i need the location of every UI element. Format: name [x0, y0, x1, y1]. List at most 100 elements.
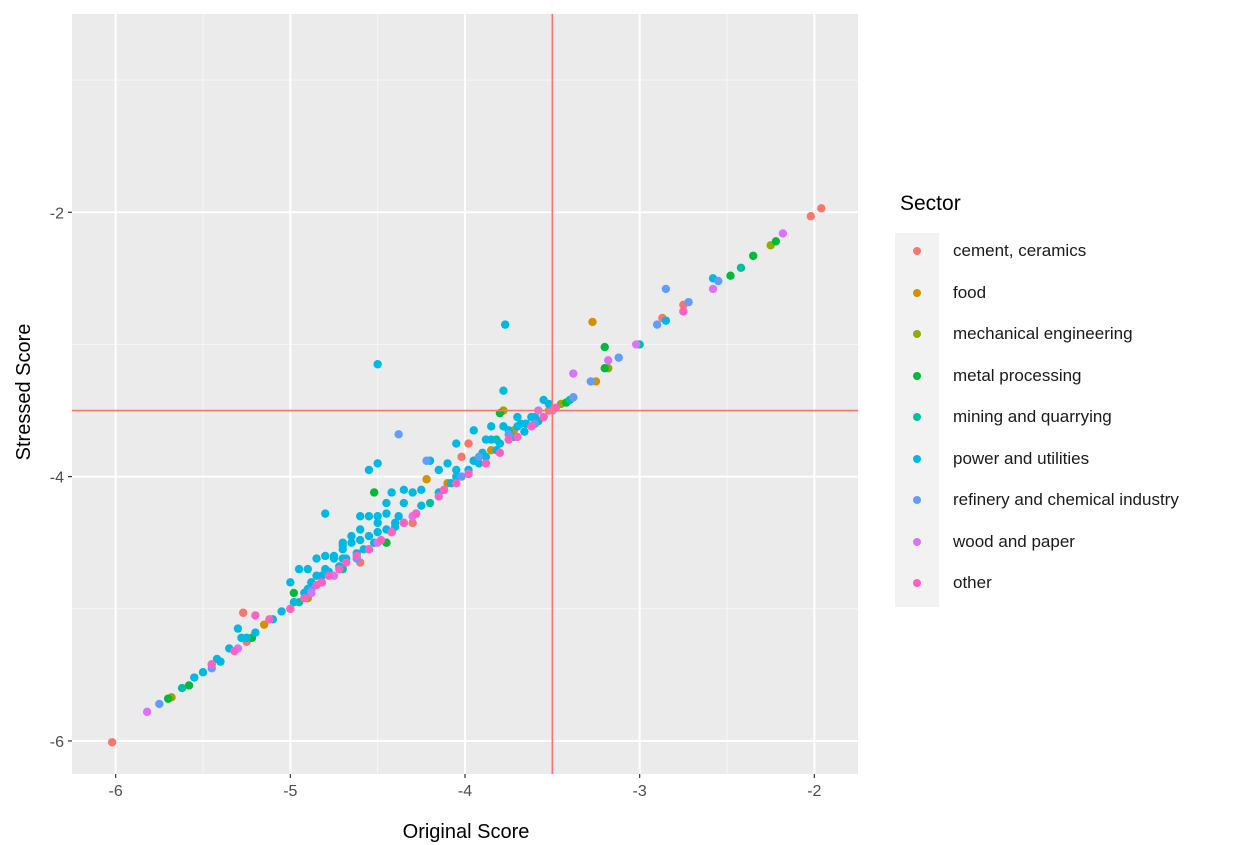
data-point	[684, 297, 693, 307]
data-point	[600, 342, 609, 352]
data-point	[251, 628, 260, 637]
data-point	[342, 558, 351, 567]
legend-swatch	[913, 247, 921, 255]
data-point	[434, 465, 443, 475]
data-point	[321, 551, 330, 561]
data-point	[238, 608, 248, 617]
legend-label: mechanical engineering	[953, 324, 1133, 343]
data-point	[495, 439, 505, 448]
data-point	[474, 459, 484, 468]
data-point	[300, 594, 309, 603]
data-point	[373, 459, 382, 468]
data-point	[265, 615, 274, 624]
data-point	[198, 668, 208, 677]
data-point	[481, 452, 491, 461]
y-tick-label: -4	[50, 470, 64, 487]
data-point	[527, 422, 536, 431]
x-tick-label: -2	[807, 783, 821, 800]
y-tick-label: -6	[50, 734, 64, 751]
data-point	[504, 435, 513, 444]
data-point	[289, 597, 299, 607]
data-point	[469, 426, 478, 435]
data-point	[439, 485, 449, 495]
data-point	[708, 284, 718, 294]
data-point	[464, 469, 473, 479]
data-point	[771, 237, 781, 246]
data-point	[614, 353, 623, 362]
legend-label: refinery and chemical industry	[953, 490, 1179, 509]
data-point	[364, 465, 374, 475]
data-point	[207, 660, 216, 669]
x-axis-ticks: -6 -5 -4 -3 -2	[109, 774, 822, 800]
data-point	[335, 564, 344, 574]
data-point	[487, 422, 496, 431]
data-point	[452, 465, 461, 475]
data-point	[387, 527, 396, 537]
data-point	[434, 492, 443, 501]
x-tick-label: -3	[633, 783, 647, 800]
x-tick-label: -4	[458, 783, 472, 800]
data-point	[312, 580, 321, 590]
y-tick-label: -2	[50, 205, 64, 222]
data-point	[373, 512, 382, 521]
data-point	[474, 452, 484, 461]
data-point	[387, 488, 396, 497]
legend-label: other	[953, 573, 992, 592]
data-point	[356, 525, 365, 534]
data-point	[481, 459, 491, 468]
data-point	[464, 439, 473, 448]
data-point	[163, 694, 173, 703]
data-point	[230, 646, 239, 656]
data-point	[422, 475, 431, 484]
data-point	[422, 456, 431, 465]
data-point	[513, 412, 522, 422]
data-point	[329, 554, 339, 563]
data-point	[661, 316, 671, 325]
legend-label: mining and quarrying	[953, 407, 1112, 426]
legend-swatch	[913, 330, 921, 338]
data-point	[411, 509, 421, 518]
legend-swatch	[913, 496, 921, 504]
data-point	[142, 707, 152, 717]
data-point	[513, 432, 522, 442]
data-point	[600, 364, 609, 373]
legend-label: metal processing	[953, 365, 1082, 385]
data-point	[394, 430, 403, 439]
legend-swatch	[913, 537, 921, 546]
data-points	[107, 204, 826, 747]
data-point	[586, 377, 595, 386]
data-point	[778, 229, 788, 238]
data-point	[736, 263, 746, 272]
data-point	[155, 699, 164, 709]
data-point	[338, 545, 347, 554]
data-point	[324, 571, 333, 580]
data-point	[714, 276, 723, 286]
data-point	[499, 386, 508, 395]
data-point	[399, 498, 409, 508]
data-point	[259, 620, 269, 629]
legend-swatch	[913, 454, 921, 463]
data-point	[289, 588, 299, 598]
data-point	[452, 439, 461, 448]
data-point	[352, 551, 361, 561]
data-point	[312, 554, 321, 563]
data-point	[631, 340, 641, 349]
data-point	[495, 448, 505, 458]
data-point	[394, 512, 403, 521]
data-point	[569, 369, 578, 378]
data-point	[652, 320, 662, 329]
data-point	[286, 578, 295, 587]
data-point	[679, 307, 688, 316]
data-point	[242, 633, 251, 643]
data-point	[347, 531, 356, 541]
data-point	[369, 488, 379, 497]
data-point	[817, 204, 826, 213]
data-point	[184, 681, 194, 690]
data-point	[408, 488, 417, 497]
data-point	[417, 485, 426, 495]
data-point	[356, 535, 365, 545]
data-point	[373, 360, 382, 369]
legend-label: wood and paper	[953, 531, 1075, 551]
data-point	[356, 512, 365, 521]
